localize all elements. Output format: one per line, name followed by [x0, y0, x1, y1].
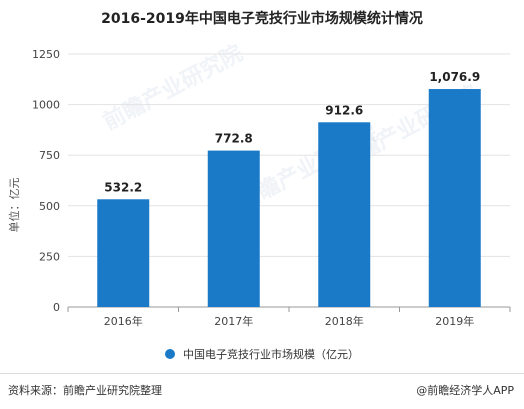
x-tick-label: 2017年 — [214, 314, 253, 328]
bar — [97, 199, 150, 307]
source-note: 资料来源：前瞻产业研究院整理 — [8, 384, 162, 397]
chart-title: 2016-2019年中国电子竞技行业市场规模统计情况 — [101, 11, 423, 27]
bar — [428, 89, 481, 308]
data-label: 772.8 — [215, 132, 253, 146]
data-label: 912.6 — [325, 103, 363, 117]
data-label: 532.2 — [104, 180, 142, 194]
y-tick-label: 1000 — [32, 99, 60, 112]
bar — [318, 122, 371, 307]
legend: 中国电子竞技行业市场规模（亿元） — [0, 346, 524, 362]
y-tick-label: 0 — [53, 301, 60, 314]
y-tick-label: 250 — [39, 250, 60, 263]
data-label: 1,076.9 — [429, 70, 480, 84]
footer-divider — [0, 373, 524, 374]
x-tick-label: 2019年 — [435, 314, 474, 328]
y-tick-label: 1250 — [32, 48, 60, 61]
bar-chart: 0 250 500 750 1000 1250 532.2 2016年 772.8 2017年 91… — [32, 48, 511, 328]
y-tick-label: 750 — [39, 149, 60, 162]
legend-swatch — [165, 349, 175, 359]
brand-credit: @前瞻经济学人APP — [416, 384, 514, 397]
x-tick-label: 2018年 — [325, 314, 364, 328]
legend-label: 中国电子竞技行业市场规模（亿元） — [183, 348, 359, 361]
bar — [207, 150, 260, 307]
x-tick-label: 2016年 — [104, 314, 143, 328]
y-tick-label: 500 — [39, 200, 60, 213]
